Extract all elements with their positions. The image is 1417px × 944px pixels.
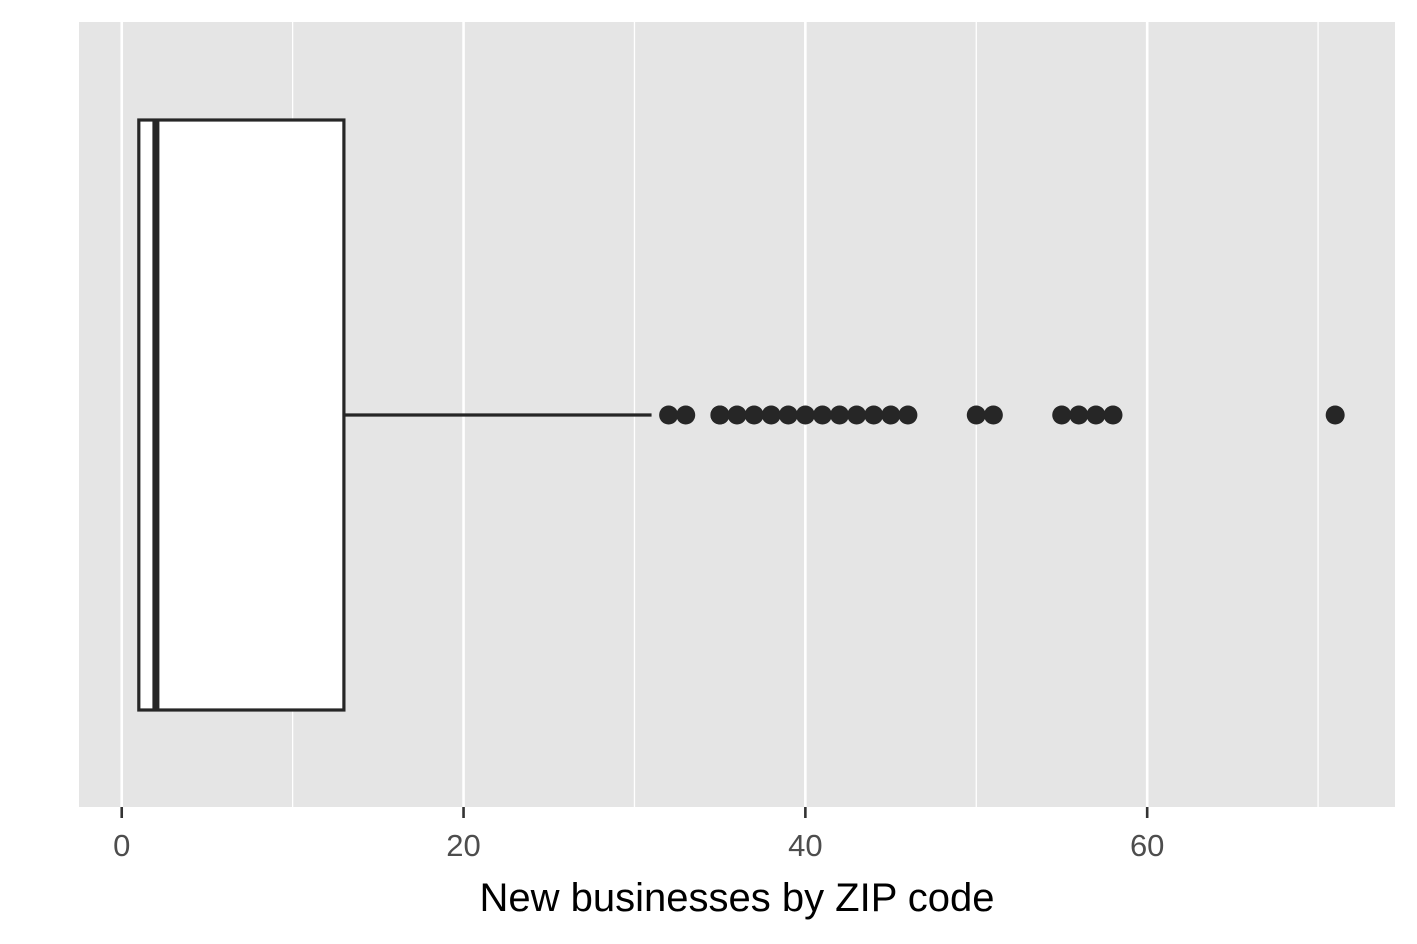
outlier-point: [864, 405, 884, 425]
x-tick-label: 0: [113, 828, 130, 863]
box: [137, 118, 652, 712]
outlier-point: [830, 405, 850, 425]
outlier-point: [744, 405, 764, 425]
outlier-point: [1086, 405, 1106, 425]
x-axis: 0 20 40 60: [113, 807, 1164, 863]
outlier-point: [1103, 405, 1123, 425]
outlier-point: [1069, 405, 1089, 425]
x-tick-label: 40: [788, 828, 822, 863]
outlier-point: [898, 405, 918, 425]
outlier-point: [847, 405, 867, 425]
outliers: [659, 405, 1345, 425]
outlier-point: [983, 405, 1003, 425]
x-axis-title: New businesses by ZIP code: [479, 876, 994, 920]
outlier-point: [778, 405, 798, 425]
outlier-point: [1325, 405, 1345, 425]
outlier-point: [676, 405, 696, 425]
box-iqr: [137, 118, 346, 712]
x-tick-label: 20: [446, 828, 480, 863]
outlier-point: [881, 405, 901, 425]
outlier-point: [727, 405, 747, 425]
outlier-point: [761, 405, 781, 425]
outlier-point: [659, 405, 679, 425]
outlier-point: [966, 405, 986, 425]
outlier-point: [1052, 405, 1072, 425]
outlier-point: [795, 405, 815, 425]
outlier-point: [710, 405, 730, 425]
x-tick-label: 60: [1130, 828, 1164, 863]
outlier-point: [812, 405, 832, 425]
